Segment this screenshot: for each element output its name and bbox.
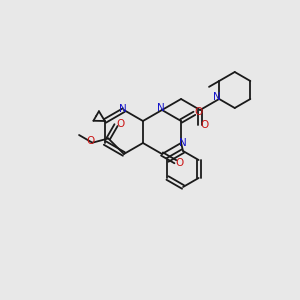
- Text: N: N: [119, 104, 127, 114]
- Text: O: O: [86, 136, 94, 146]
- Text: O: O: [175, 158, 184, 168]
- Text: O: O: [116, 119, 124, 129]
- Text: N: N: [213, 92, 221, 102]
- Text: O: O: [200, 120, 208, 130]
- Text: N: N: [157, 103, 165, 113]
- Text: N: N: [179, 138, 187, 148]
- Text: O: O: [194, 107, 202, 117]
